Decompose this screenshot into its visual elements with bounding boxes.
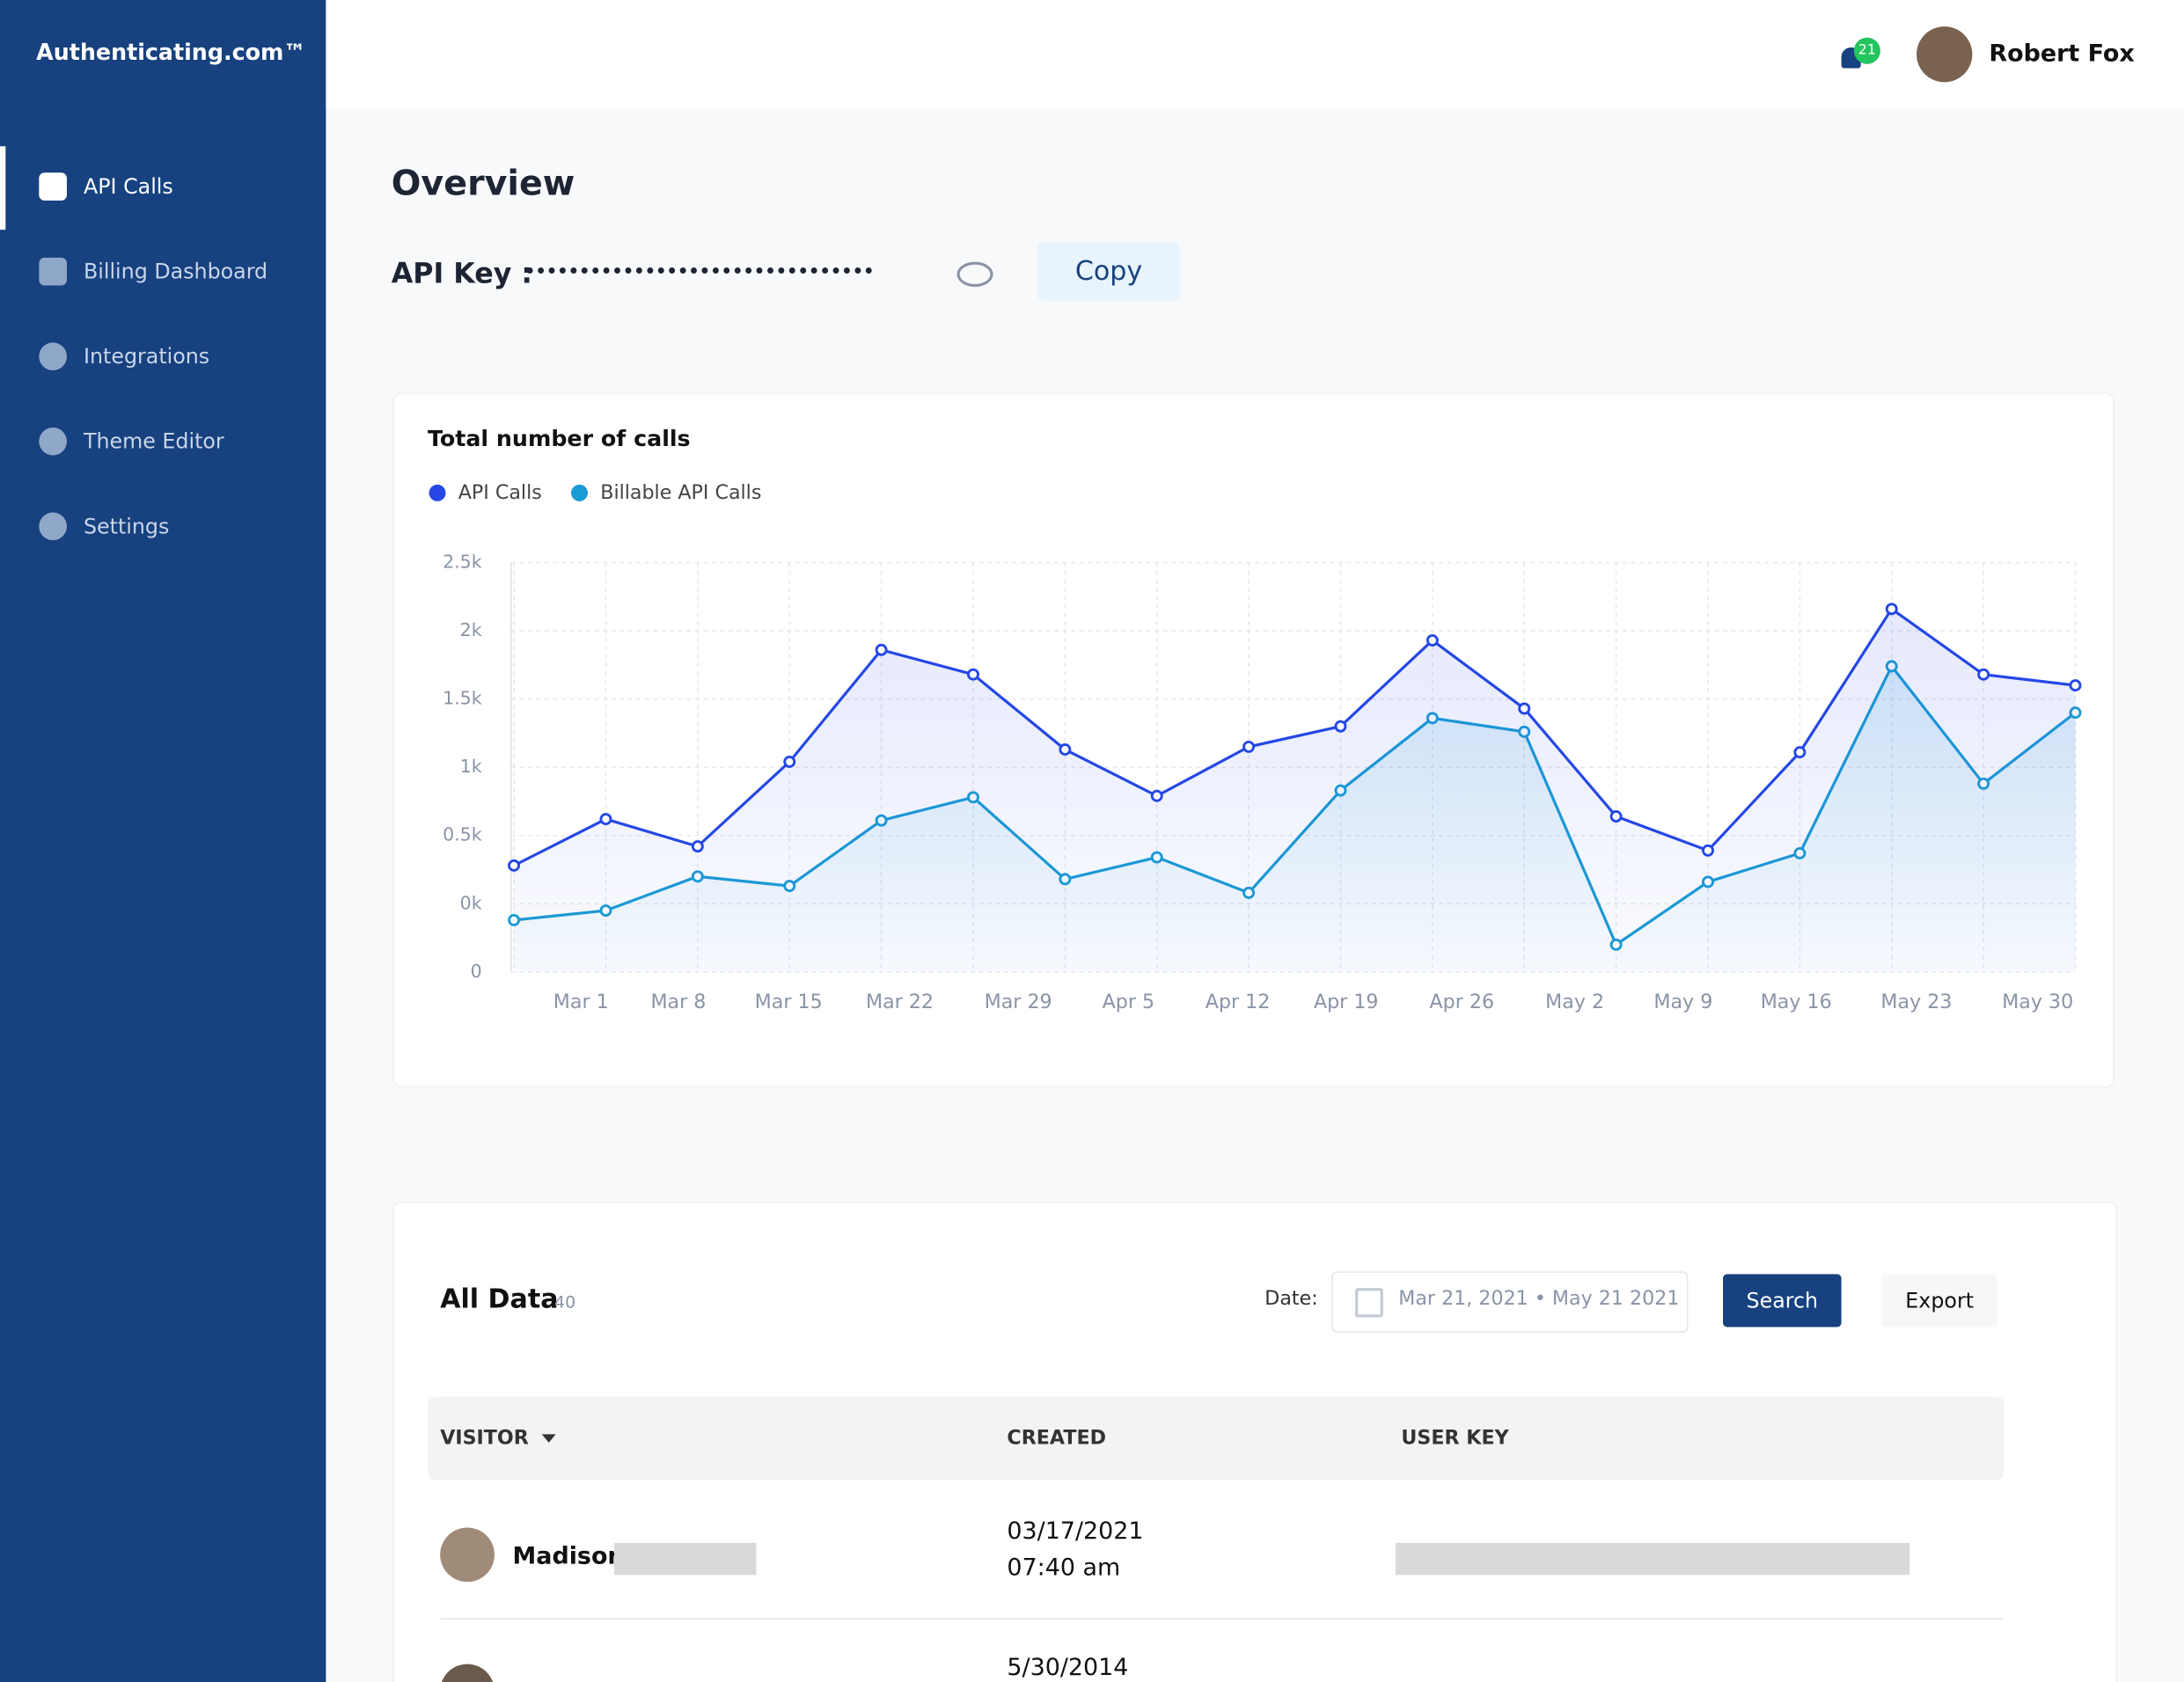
notification-badge: 21 [1853,37,1880,64]
point [1242,740,1256,753]
x-tick-label: May 2 [1545,991,1604,1013]
point [691,840,704,853]
y-tick-label: 0 [471,961,482,982]
x-tick-label: Mar 8 [650,991,706,1013]
point [783,756,796,768]
redacted [1396,1542,1910,1576]
visitor-avatar [440,1664,495,1682]
point [967,668,979,681]
nav-item[interactable]: Theme Editor [39,427,224,456]
point [1518,702,1531,715]
x-tick-label: Apr 5 [1103,991,1154,1013]
nav-label: Settings [83,514,170,539]
point [1609,810,1623,823]
table-title: All Data [440,1283,559,1315]
active-indicator [0,146,6,230]
legend-marker [571,484,589,501]
point [1977,668,1990,681]
x-tick-label: Mar 22 [866,991,934,1013]
redacted [614,1542,757,1576]
reveal-icon[interactable] [956,261,993,288]
y-tick-label: 0k [460,892,482,913]
brand: Authenticating.com™ [36,39,306,66]
point [875,643,888,656]
point [1702,844,1714,857]
nav-label: API Calls [83,173,173,200]
column-header: CREATED [1007,1427,1106,1450]
y-tick-label: 1k [460,756,482,777]
legend-marker [429,484,446,501]
point [1150,789,1163,802]
row-divider [440,1618,2004,1620]
search-button[interactable]: Search [1723,1274,1842,1327]
point [1793,746,1807,759]
area [514,609,2076,972]
sidebar: Authenticating.com™ API Calls Billing Da… [0,0,326,1682]
x-tick-label: May 16 [1761,991,1832,1013]
point [599,813,612,826]
user-name[interactable]: Robert Fox [1989,40,2135,69]
nav-item[interactable]: Billing Dashboard [39,257,268,286]
y-tick-label: 1.5k [443,688,482,709]
point [1059,743,1072,756]
sort-icon[interactable] [541,1434,556,1449]
nav-label: Billing Dashboard [83,259,268,284]
point [1885,603,1898,616]
nav-label: Integrations [83,343,210,369]
y-tick-label: 0.5k [443,824,482,845]
x-tick-label: May 30 [2002,991,2073,1013]
nav-item[interactable]: Integrations [39,342,210,371]
visitor-avatar [440,1527,495,1583]
date-input[interactable]: Mar 21, 2021 • May 21 2021 [1331,1271,1689,1333]
created-date: 03/17/2021 [1007,1517,1144,1547]
api-key-label: API Key : [391,256,533,290]
legend-label: Billable API Calls [600,481,761,504]
column-header[interactable]: VISITOR [440,1427,529,1450]
topbar: 21 Robert Fox [326,0,2184,109]
x-tick-label: Apr 12 [1206,991,1271,1013]
api-key: •••••••••••••••••••••••••••••••• [524,259,875,284]
x-tick-label: Apr 19 [1314,991,1379,1013]
created-time: 07:40 am [1007,1554,1121,1583]
point [1425,633,1439,647]
export-button[interactable]: Export [1881,1274,1997,1327]
y-tick-label: 2k [460,619,482,640]
nav-item[interactable]: API Calls [39,172,173,201]
point [1334,720,1347,733]
legend-label: API Calls [458,481,542,504]
y-tick-label: 2.5k [443,551,482,572]
avatar[interactable] [1916,26,1973,83]
chart: Total number of calls 2.5k 2k 1.5k 1k 0.5k 0k… [428,425,2082,1013]
created-date: 5/30/2014 [1007,1654,1129,1682]
column-header: USER KEY [1401,1427,1509,1450]
point [508,859,521,872]
calendar-icon [1355,1288,1383,1318]
page-title: Overview [391,163,575,204]
line [513,606,2076,867]
date-range: Mar 21, 2021 • May 21 2021 [1398,1288,1680,1311]
x-tick-label: May 9 [1653,991,1712,1013]
x-tick-label: May 23 [1880,991,1952,1013]
chart-title: Total number of calls [428,425,691,451]
x-tick-label: Mar 15 [755,991,823,1013]
x-tick-label: Mar 29 [985,991,1052,1013]
date-label: Date: [1264,1288,1318,1311]
copy-button[interactable]: Copy [1037,242,1180,301]
table-header: VISITOR CREATED USER KEY [427,1396,2004,1481]
nav-item[interactable]: Settings [39,512,170,541]
visitor-name: Madison [512,1542,625,1571]
table-count: 40 [553,1291,576,1313]
x-tick-label: Apr 26 [1429,991,1494,1013]
point [2069,679,2082,692]
x-tick-label: Mar 1 [553,991,609,1013]
nav-label: Theme Editor [83,428,224,455]
